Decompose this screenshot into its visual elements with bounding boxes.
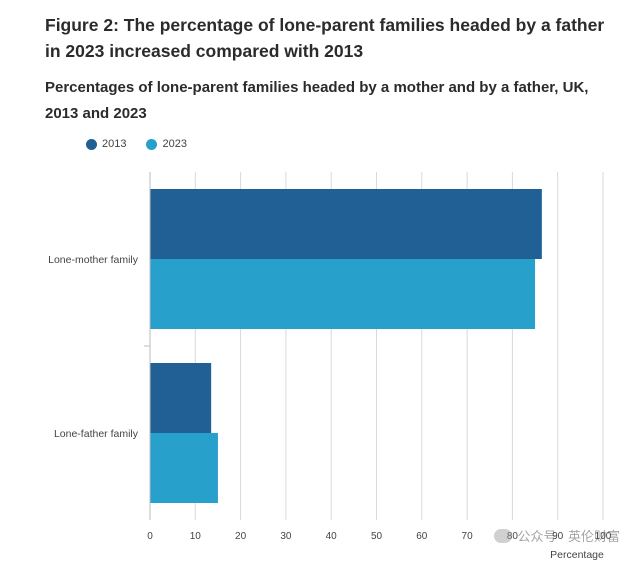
- x-tick-label-100: 100: [595, 531, 612, 542]
- legend-swatch-2013: [86, 138, 97, 150]
- legend-label-2013: 2013: [102, 138, 127, 150]
- figure-subtitle: Percentages of lone-parent families head…: [45, 79, 589, 122]
- x-tick-label-80: 80: [507, 531, 519, 542]
- wechat-icon: [494, 528, 513, 543]
- bar-lone-mother-family-2023: [150, 259, 536, 329]
- chart-legend: 2013 2023: [86, 138, 207, 150]
- legend-item-2013[interactable]: 2013: [86, 138, 126, 150]
- category-label-lone-father-family: Lone-father family: [54, 428, 139, 440]
- legend-item-2023[interactable]: 2023: [146, 138, 187, 150]
- x-tick-label-30: 30: [280, 531, 292, 542]
- x-axis-title: Percentage: [550, 549, 604, 561]
- bar-lone-mother-family-2013: [150, 189, 542, 259]
- category-label-lone-mother-family: Lone-mother family: [48, 254, 139, 266]
- bar-lone-father-family-2023: [150, 433, 218, 503]
- watermark: 公众号 · 英伦财富: [494, 526, 620, 545]
- x-tick-label-0: 0: [147, 531, 153, 542]
- legend-swatch-2023: [146, 138, 158, 150]
- x-tick-label-10: 10: [190, 531, 202, 542]
- figure-title: Figure 2: The percentage of lone-parent …: [45, 15, 605, 61]
- x-tick-label-60: 60: [416, 531, 428, 542]
- bar-lone-father-family-2013: [150, 363, 212, 433]
- x-tick-label-90: 90: [552, 531, 564, 542]
- watermark-text: 公众号 · 英伦财富: [517, 529, 620, 544]
- x-tick-label-20: 20: [235, 531, 247, 542]
- x-tick-label-40: 40: [326, 531, 338, 542]
- x-tick-label-70: 70: [462, 531, 474, 542]
- x-tick-label-50: 50: [371, 531, 383, 542]
- legend-label-2023: 2023: [162, 138, 187, 150]
